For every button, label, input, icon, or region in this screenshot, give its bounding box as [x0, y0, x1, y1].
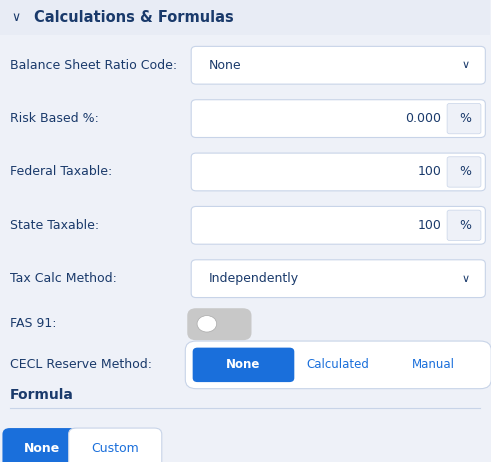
- Text: Calculations & Formulas: Calculations & Formulas: [34, 10, 234, 25]
- Text: Balance Sheet Ratio Code:: Balance Sheet Ratio Code:: [10, 59, 177, 72]
- Text: Formula: Formula: [10, 388, 74, 402]
- Text: 0.000: 0.000: [405, 112, 441, 125]
- Text: ∨: ∨: [462, 60, 470, 70]
- FancyBboxPatch shape: [2, 428, 81, 462]
- FancyBboxPatch shape: [185, 341, 491, 389]
- FancyBboxPatch shape: [187, 308, 251, 340]
- FancyBboxPatch shape: [191, 153, 485, 191]
- Text: Tax Calc Method:: Tax Calc Method:: [10, 272, 117, 285]
- Text: %: %: [460, 165, 471, 178]
- FancyBboxPatch shape: [191, 100, 485, 138]
- Text: Manual: Manual: [411, 359, 455, 371]
- Text: Calculated: Calculated: [307, 359, 370, 371]
- Text: Custom: Custom: [91, 443, 139, 456]
- Text: None: None: [226, 359, 261, 371]
- Text: CECL Reserve Method:: CECL Reserve Method:: [10, 359, 152, 371]
- Text: %: %: [460, 219, 471, 232]
- FancyBboxPatch shape: [191, 207, 485, 244]
- FancyBboxPatch shape: [0, 0, 490, 35]
- FancyBboxPatch shape: [69, 428, 162, 462]
- Text: Risk Based %:: Risk Based %:: [10, 112, 99, 125]
- Text: ∨: ∨: [12, 11, 21, 24]
- Text: None: None: [24, 443, 60, 456]
- FancyBboxPatch shape: [191, 260, 485, 298]
- Text: ∨: ∨: [462, 274, 470, 284]
- Text: Federal Taxable:: Federal Taxable:: [10, 165, 112, 178]
- FancyBboxPatch shape: [447, 157, 481, 187]
- Text: 100: 100: [417, 219, 441, 232]
- Text: None: None: [208, 59, 241, 72]
- Text: 100: 100: [417, 165, 441, 178]
- Text: FAS 91:: FAS 91:: [10, 317, 56, 330]
- Text: Independently: Independently: [208, 272, 299, 285]
- FancyBboxPatch shape: [447, 103, 481, 134]
- FancyBboxPatch shape: [191, 46, 485, 84]
- FancyBboxPatch shape: [447, 210, 481, 241]
- Text: %: %: [460, 112, 471, 125]
- Circle shape: [197, 316, 217, 332]
- FancyBboxPatch shape: [192, 347, 294, 382]
- Text: State Taxable:: State Taxable:: [10, 219, 99, 232]
